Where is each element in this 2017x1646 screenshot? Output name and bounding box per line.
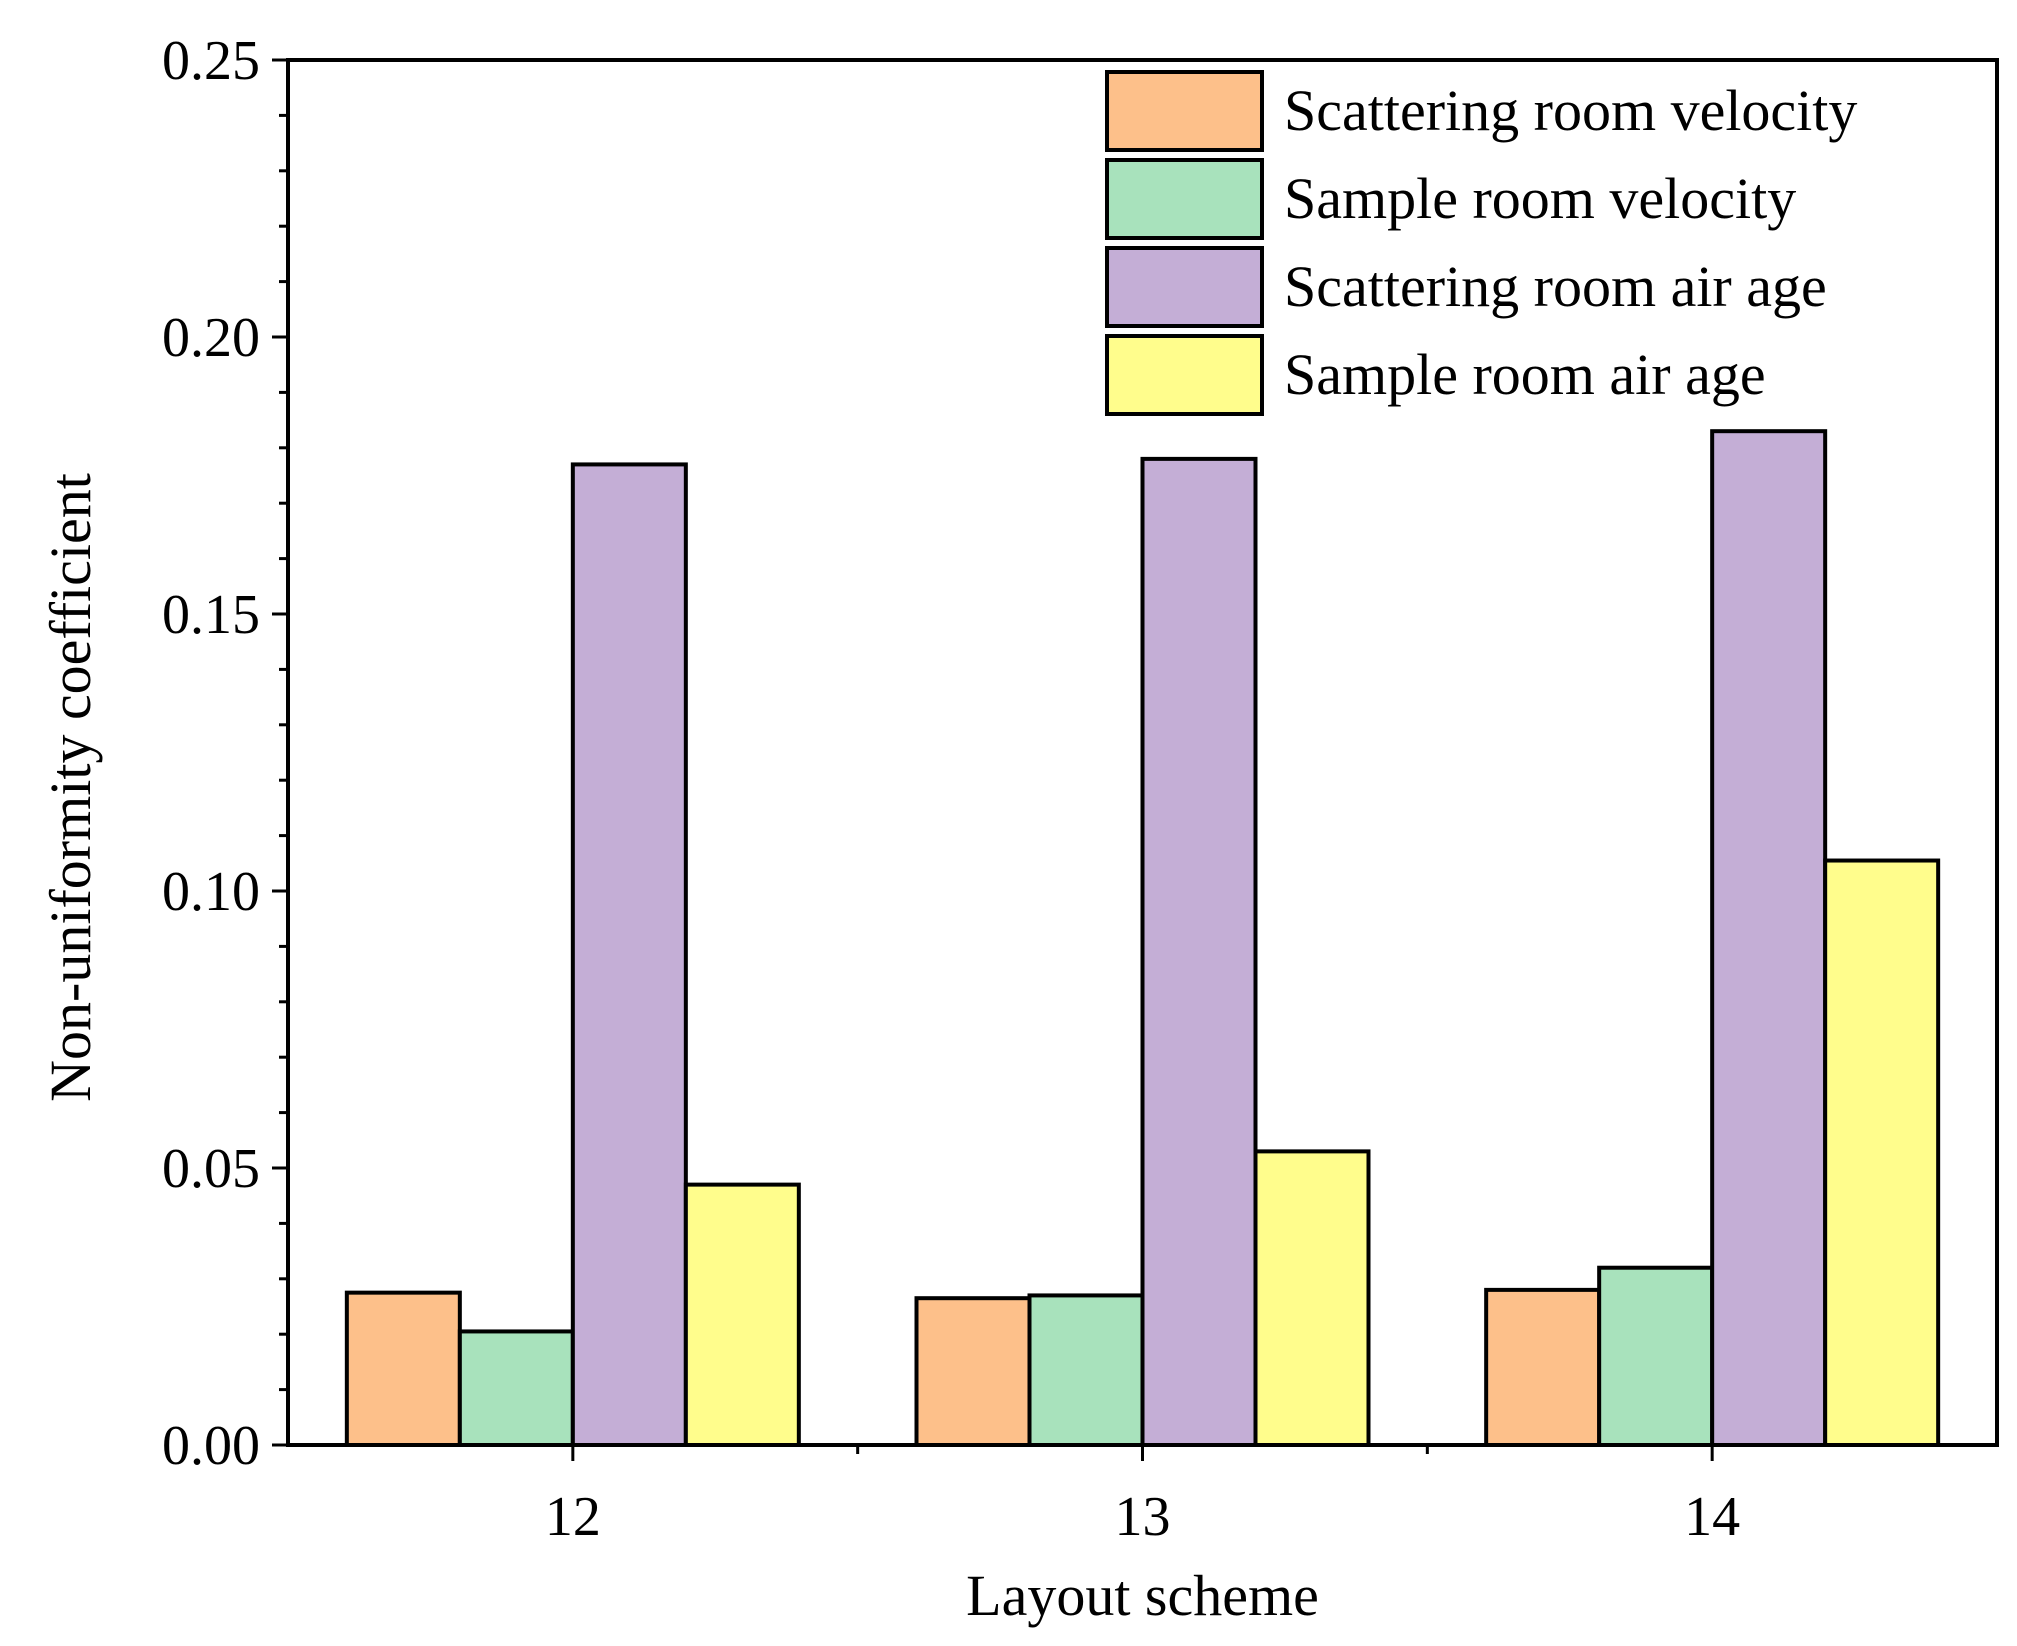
bar-sample-room-velocity-13	[1027, 1293, 1145, 1448]
legend-label: Scattering room air age	[1284, 254, 1827, 319]
bar-scattering-room-velocity-14	[1484, 1287, 1602, 1447]
y-axis-ticks: 0.00 0.05 0.10 0.15 0.20 0.25	[162, 30, 288, 1477]
legend-label: Scattering room velocity	[1284, 78, 1857, 143]
bar-sample-room-air-age-13	[1253, 1149, 1371, 1447]
bars	[344, 429, 1941, 1448]
y-axis-title: Non-uniformity coefficient	[38, 473, 103, 1102]
bar-scattering-room-air-age-12	[570, 462, 688, 1448]
bar-sample-room-velocity-14	[1597, 1265, 1715, 1447]
legend-swatch	[1105, 246, 1264, 328]
y-tick-label: 0.10	[162, 861, 260, 923]
bar-sample-room-air-age-14	[1823, 858, 1941, 1447]
plot-frame	[286, 58, 1999, 1447]
x-tick-label: 12	[545, 1486, 601, 1548]
legend-label: Sample room air age	[1284, 342, 1766, 407]
legend-swatch	[1105, 334, 1264, 416]
y-tick-label: 0.25	[162, 30, 260, 92]
x-axis-title: Layout scheme	[966, 1563, 1319, 1628]
bar-scattering-room-velocity-13	[914, 1296, 1032, 1447]
bar-scattering-room-air-age-13	[1140, 456, 1258, 1447]
legend-label: Sample room velocity	[1284, 166, 1796, 231]
bar-sample-room-air-age-12	[683, 1182, 801, 1447]
legend-swatch	[1105, 158, 1264, 240]
legend-swatch	[1105, 70, 1264, 152]
x-tick-label: 14	[1684, 1486, 1740, 1548]
bar-scattering-room-velocity-12	[344, 1290, 462, 1448]
bar-scattering-room-air-age-14	[1710, 429, 1828, 1447]
x-tick-label: 13	[1115, 1486, 1171, 1548]
x-axis-ticks: 12 13 14	[545, 1445, 1740, 1548]
y-tick-label: 0.20	[162, 307, 260, 369]
legend: Scattering room velocity Sample room velo…	[1099, 64, 1989, 420]
bar-sample-room-velocity-12	[457, 1329, 575, 1448]
y-tick-label: 0.15	[162, 584, 260, 646]
y-tick-label: 0.05	[162, 1138, 260, 1200]
y-tick-label: 0.00	[162, 1415, 260, 1477]
